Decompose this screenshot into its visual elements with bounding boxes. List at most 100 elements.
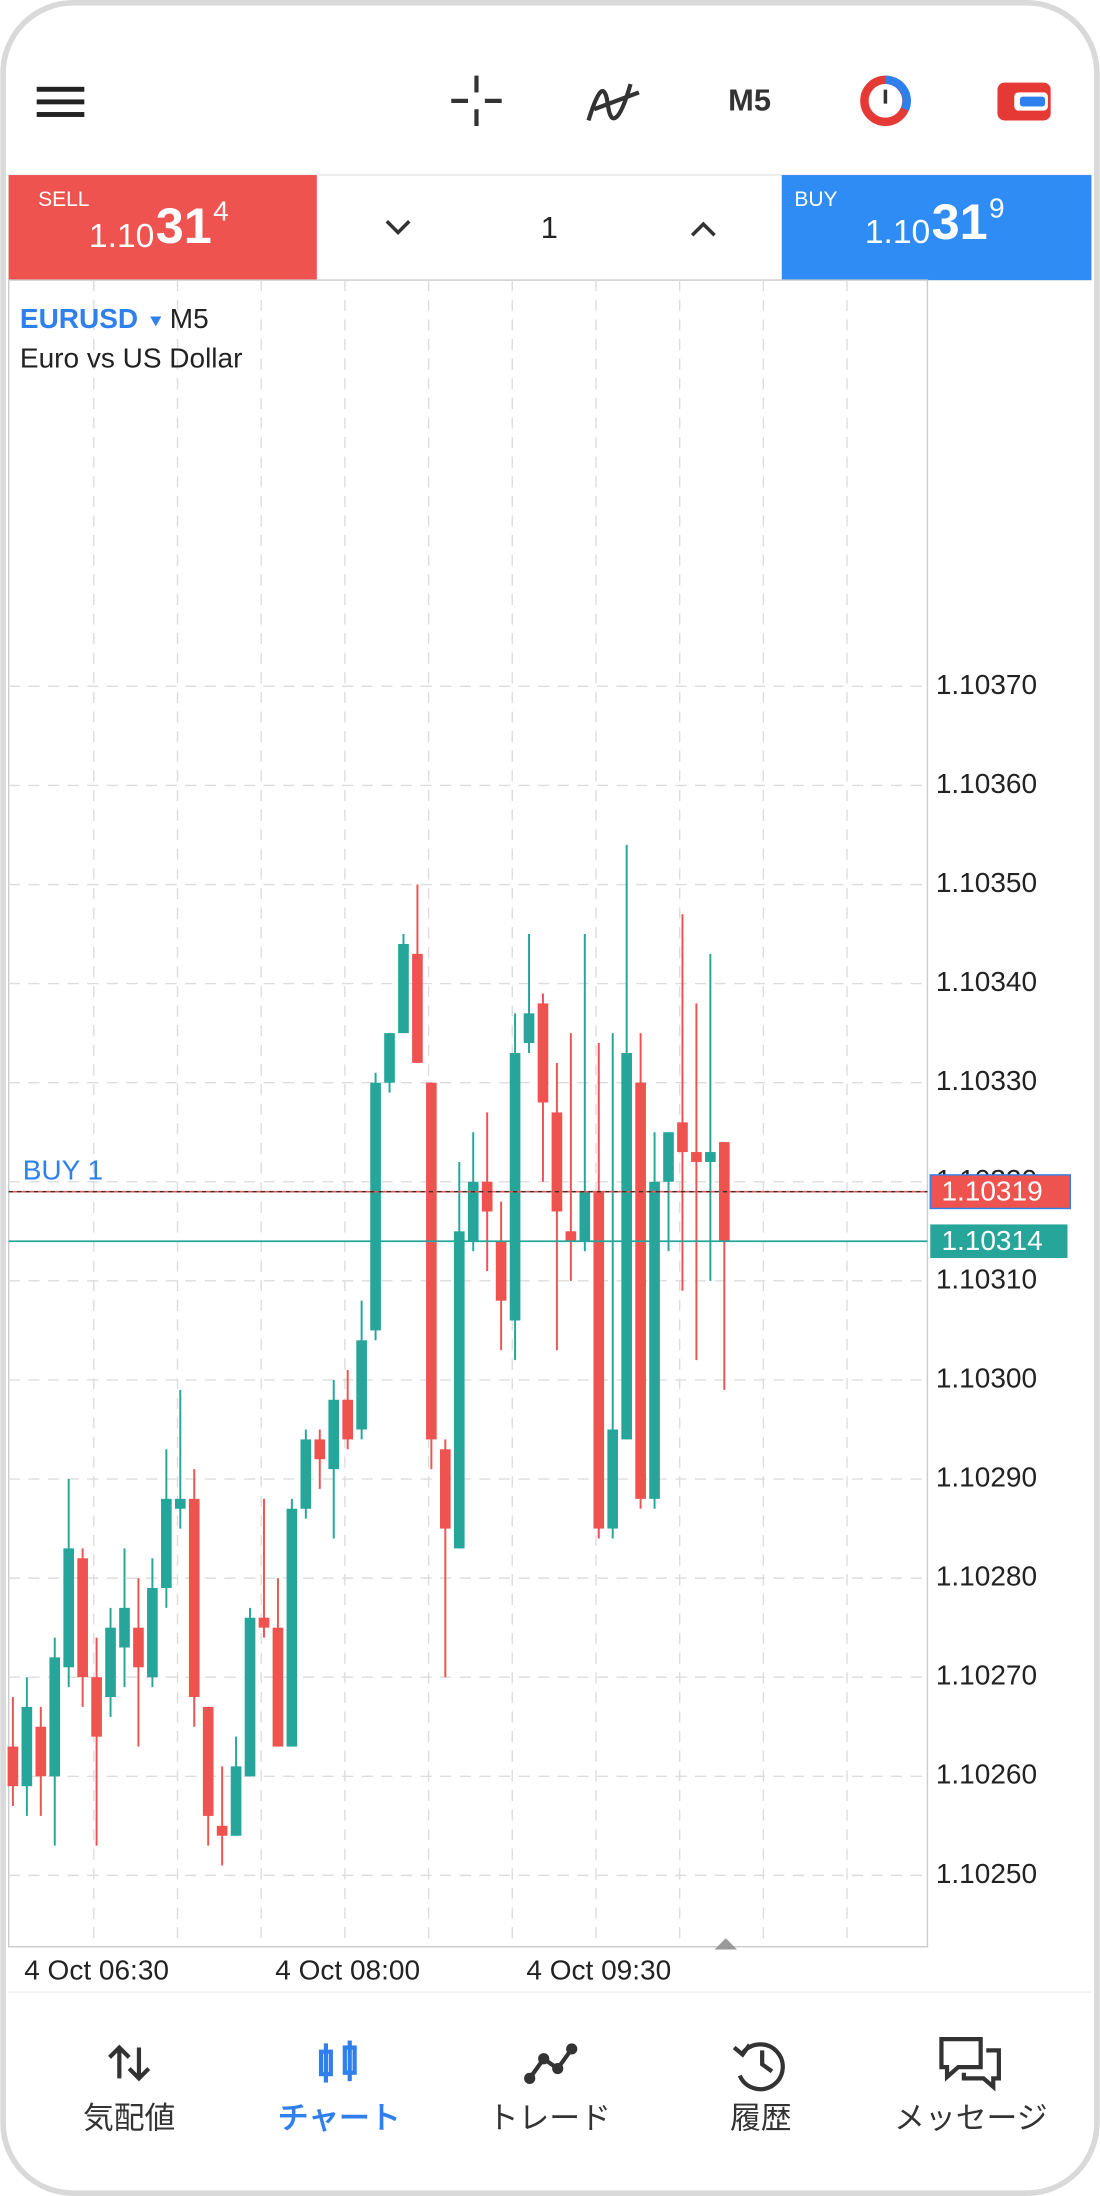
- candle-body: [258, 1617, 270, 1628]
- candle-body: [202, 1706, 214, 1816]
- menu-button[interactable]: [36, 86, 85, 117]
- plot-area: [8, 279, 929, 1948]
- candle-body: [579, 1191, 591, 1242]
- chart: 1.10250 1.10260 1.10270 1.10280 1.10290 1.103…: [7, 279, 1071, 1985]
- candle-body: [412, 953, 423, 1063]
- candle-body: [523, 1013, 535, 1044]
- nav-item-label[interactable]: トレード: [488, 2101, 611, 2136]
- candle-body: [495, 1241, 507, 1301]
- candle-body: [244, 1617, 256, 1777]
- y-tick-label: 1.10250: [936, 1858, 1037, 1889]
- candle-body: [384, 1033, 395, 1083]
- candle-body: [174, 1498, 186, 1509]
- crosshair-button[interactable]: [451, 75, 502, 127]
- candle-body: [300, 1439, 312, 1509]
- symbol[interactable]: EURUSD: [20, 303, 138, 334]
- candle-body: [565, 1231, 577, 1242]
- y-tick-label: 1.10330: [936, 1065, 1037, 1096]
- trade-button[interactable]: [997, 82, 1051, 121]
- candle-body: [398, 943, 409, 1034]
- candle-body: [63, 1548, 75, 1668]
- candle-body: [663, 1132, 674, 1182]
- candle-body: [230, 1766, 242, 1836]
- scroll-marker: [714, 1938, 737, 1950]
- symbol-dropdown[interactable]: [150, 316, 162, 327]
- y-tick-label: 1.10280: [936, 1561, 1037, 1592]
- y-tick-label: 1.10370: [936, 669, 1037, 700]
- y-tick-label: 1.10260: [936, 1759, 1037, 1790]
- bid-tag: [930, 1224, 1068, 1259]
- nav-item-label[interactable]: 履歴: [730, 2101, 792, 2136]
- nav-icon-messages: [939, 2037, 1001, 2092]
- nav-icon-trade: [524, 2043, 578, 2084]
- candle-body: [453, 1231, 465, 1549]
- x-tick-label: 4 Oct 09:30: [526, 1954, 671, 1985]
- sell-price-main: 1.10: [89, 218, 154, 255]
- candle-body: [188, 1498, 200, 1698]
- candle-body: [49, 1657, 61, 1777]
- lot-down[interactable]: [385, 220, 411, 235]
- buy-price-small: 9: [989, 192, 1005, 223]
- candle-body: [328, 1399, 340, 1470]
- candle-body: [607, 1429, 619, 1529]
- candle-body: [635, 1082, 646, 1499]
- x-tick-label: 4 Oct 08:00: [275, 1954, 420, 1985]
- lot-up[interactable]: [690, 221, 716, 237]
- candle-body: [593, 1191, 605, 1529]
- candle-body: [35, 1726, 47, 1777]
- candle-body: [342, 1399, 354, 1440]
- buy-label: BUY: [794, 188, 837, 211]
- timeframe-button[interactable]: M5: [728, 82, 771, 117]
- x-tick-label: 4 Oct 06:30: [24, 1954, 169, 1985]
- nav-item-label[interactable]: メッセージ: [894, 2101, 1047, 2136]
- candle-body: [119, 1607, 130, 1648]
- symbol-description: Euro vs US Dollar: [20, 342, 243, 373]
- nav-item-label[interactable]: 気配値: [83, 2101, 175, 2136]
- buy-price-big: 31: [932, 193, 988, 250]
- candle-body: [426, 1082, 437, 1440]
- bottom-nav: 気配値 チャート トレード 履歴 メッセージ: [83, 2101, 1048, 2136]
- candle-body: [691, 1152, 702, 1162]
- clock-button[interactable]: [860, 75, 911, 127]
- candle-body: [105, 1627, 116, 1698]
- candle-body: [314, 1439, 326, 1460]
- candle-body: [77, 1558, 88, 1678]
- chart-timeframe: M5: [170, 303, 209, 334]
- position-label: BUY 1: [23, 1154, 103, 1185]
- lot-value[interactable]: 1: [541, 210, 558, 245]
- ask-tag-label: 1.10319: [941, 1175, 1042, 1206]
- indicator-button[interactable]: [586, 83, 640, 122]
- nav-icon-quotes: [108, 2044, 151, 2082]
- nav-icon-chart: [318, 2040, 357, 2083]
- candle-body: [481, 1181, 493, 1212]
- buy-button[interactable]: BUY 1.10 31 9: [781, 175, 1092, 281]
- candle-body: [537, 1003, 549, 1103]
- sell-button[interactable]: SELL 1.10 31 4: [8, 175, 317, 281]
- candle-body: [677, 1122, 688, 1153]
- y-tick-label: 1.10360: [936, 768, 1037, 799]
- y-tick-label: 1.10270: [936, 1660, 1037, 1691]
- sell-price-small: 4: [213, 195, 229, 226]
- candle-body: [91, 1677, 102, 1737]
- candle-body: [356, 1340, 367, 1430]
- candle-body: [161, 1498, 172, 1589]
- y-tick-label: 1.10290: [936, 1461, 1037, 1492]
- candle-body: [21, 1706, 33, 1787]
- candle-body: [649, 1181, 660, 1499]
- candle-body: [621, 1052, 632, 1440]
- candle-body: [370, 1082, 381, 1331]
- nav-divider: [8, 1991, 1092, 1993]
- y-tick-label: 1.10340: [936, 966, 1037, 997]
- ask-tag: [929, 1174, 1071, 1210]
- buy-price-main: 1.10: [865, 214, 930, 251]
- candle-body: [147, 1588, 158, 1678]
- nav-icon-history: [732, 2042, 785, 2092]
- candle-body: [467, 1181, 479, 1242]
- candle-body: [509, 1052, 521, 1321]
- candle-body: [133, 1627, 144, 1668]
- candle-body: [272, 1627, 284, 1747]
- y-tick-label: 1.10350: [936, 867, 1037, 898]
- nav-item-label[interactable]: チャート: [278, 2101, 401, 2136]
- y-tick-label: 1.10310: [936, 1263, 1037, 1294]
